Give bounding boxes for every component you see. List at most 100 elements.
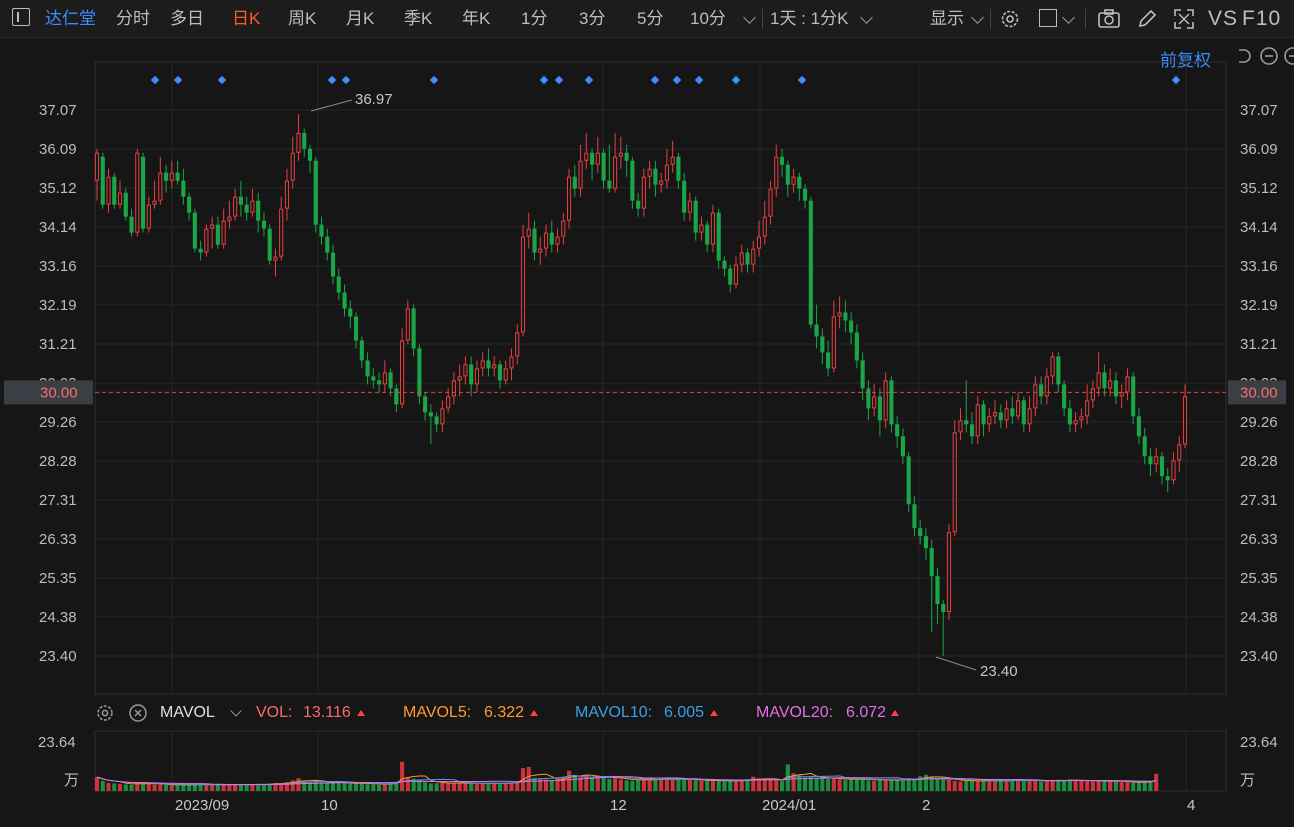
candle-body-up	[952, 432, 957, 533]
candle-body-up	[618, 152, 623, 157]
event-marker-icon	[797, 75, 807, 85]
candle-body-down	[198, 248, 203, 253]
indicator-name[interactable]: MAVOL	[160, 704, 215, 721]
chevron-down-icon[interactable]	[230, 705, 242, 717]
volume-bar	[261, 784, 267, 791]
candle-body-down	[417, 348, 422, 397]
volume-bar	[641, 778, 646, 791]
period-tab-2[interactable]: 日K	[232, 9, 261, 28]
volume-bar	[158, 784, 163, 791]
volume-bar	[492, 783, 497, 791]
candle-body-down	[624, 152, 629, 161]
candle-body-down	[348, 308, 353, 317]
candle-body-up	[699, 224, 704, 233]
period-tab-0[interactable]: 分时	[116, 9, 150, 28]
display-menu[interactable]: 显示	[930, 9, 964, 28]
candle-body-down	[808, 200, 813, 325]
volume-bar	[1090, 781, 1095, 791]
candle-body-up	[837, 312, 842, 317]
price-tick-right: 34.14	[1240, 219, 1278, 236]
volume-bar	[106, 782, 111, 791]
separator	[762, 9, 763, 29]
candle-body-down	[1010, 408, 1015, 417]
current-price-right: 30.00	[1240, 384, 1278, 401]
volume-bar	[129, 784, 134, 791]
gear-icon[interactable]	[999, 8, 1021, 30]
candle-body-down	[1148, 456, 1153, 465]
volume-bar	[1136, 782, 1142, 791]
camera-icon[interactable]	[1097, 8, 1121, 30]
stock-name[interactable]: 达仁堂	[45, 9, 96, 28]
candle-body-down	[175, 172, 180, 181]
period-tab-3[interactable]: 周K	[288, 9, 317, 28]
volume-bar	[797, 775, 802, 791]
gear-icon[interactable]	[95, 703, 115, 723]
vs-button[interactable]: VS	[1208, 7, 1239, 30]
event-marker-icon	[554, 75, 564, 85]
candle-body-down	[814, 324, 819, 337]
candle-body-down	[854, 332, 859, 361]
volume-bar	[123, 784, 128, 791]
candle-body-down	[469, 364, 474, 385]
fullscreen-icon[interactable]	[1173, 8, 1195, 30]
price-tick-left: 23.40	[39, 648, 77, 665]
period-tab-8[interactable]: 3分	[579, 9, 606, 28]
candle-body-down	[918, 528, 923, 537]
undo-icon[interactable]	[1233, 46, 1253, 66]
period-tab-6[interactable]: 年K	[462, 9, 491, 28]
period-tab-9[interactable]: 5分	[637, 9, 664, 28]
candle-body-up	[613, 156, 618, 189]
volume-bar	[877, 779, 882, 791]
candle-body-up	[1090, 388, 1095, 401]
mavol10-label: MAVOL10:	[575, 704, 653, 721]
close-icon[interactable]	[128, 703, 148, 723]
volume-bar	[779, 780, 785, 791]
candle-body-down	[969, 424, 975, 437]
volume-bar	[348, 783, 353, 791]
period-tab-7[interactable]: 1分	[521, 9, 548, 28]
candle-body-down	[1136, 416, 1142, 437]
candle-body-down	[843, 312, 848, 321]
price-tick-right: 24.38	[1240, 609, 1278, 626]
range-selector[interactable]: 1天 : 1分K	[770, 9, 849, 28]
volume-bar	[302, 780, 307, 791]
volume-bar	[313, 780, 318, 791]
period-tab-10[interactable]: 10分	[690, 9, 726, 28]
adjust-mode[interactable]: 前复权	[1160, 51, 1211, 70]
zoom-in-icon[interactable]	[1283, 46, 1294, 66]
volume-bar	[434, 783, 439, 791]
event-marker-icon	[150, 75, 160, 85]
candle-body-up	[538, 248, 543, 253]
candle-body-down	[388, 372, 393, 389]
volume-bar	[883, 780, 888, 791]
sidebar-toggle-icon[interactable]	[12, 8, 30, 26]
candle-body-up	[566, 176, 572, 221]
f10-button[interactable]: F10	[1242, 7, 1282, 30]
volume-bar	[463, 782, 468, 791]
candle-body-down	[889, 380, 894, 425]
candle-body-down	[1131, 376, 1136, 417]
period-tab-5[interactable]: 季K	[404, 9, 433, 28]
period-tab-1[interactable]: 多日	[170, 9, 204, 28]
vol-value: 13.116	[303, 704, 351, 721]
candle-body-down	[826, 352, 831, 369]
volume-bar	[636, 779, 641, 791]
zoom-out-icon[interactable]	[1259, 46, 1279, 66]
volume-bar	[1108, 781, 1113, 791]
period-tab-4[interactable]: 月K	[346, 9, 375, 28]
pencil-icon[interactable]	[1136, 8, 1158, 30]
square-icon[interactable]	[1039, 9, 1057, 27]
candle-body-up	[480, 360, 485, 369]
volume-bar	[918, 776, 923, 791]
volume-bar	[169, 785, 174, 791]
volume-bar	[831, 778, 836, 791]
volume-bar	[693, 780, 698, 791]
candle-body-down	[779, 156, 785, 165]
candle-body-up	[1050, 356, 1055, 377]
candle-body-down	[998, 412, 1003, 421]
volume-bar	[699, 780, 704, 791]
candle-body-down	[1159, 456, 1165, 477]
price-tick-right: 23.40	[1240, 648, 1278, 665]
volume-bar	[267, 783, 272, 791]
